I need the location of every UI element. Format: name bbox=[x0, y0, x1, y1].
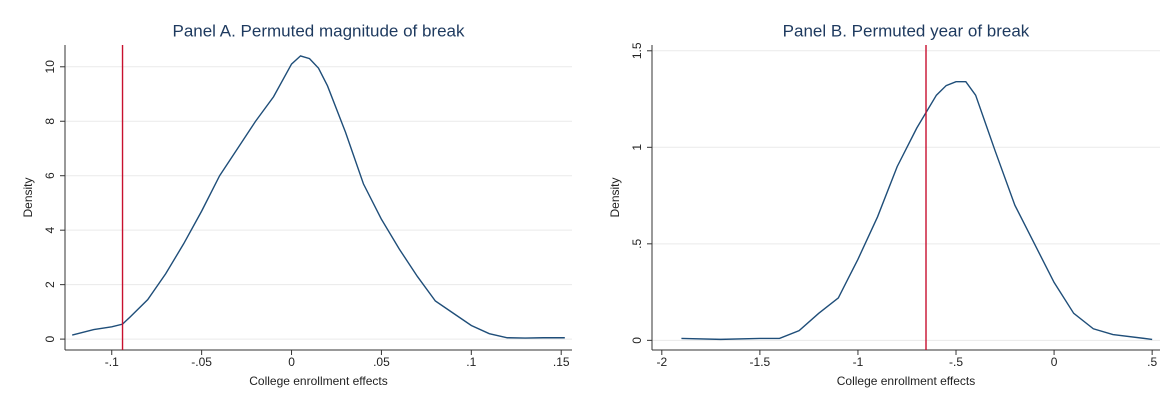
y-tick-label: 10 bbox=[43, 60, 57, 74]
x-tick-label: -.5 bbox=[949, 355, 963, 369]
y-tick-label: 0 bbox=[630, 337, 644, 344]
y-tick-label: 0 bbox=[43, 335, 57, 342]
chart-title: Panel A. Permuted magnitude of break bbox=[172, 21, 465, 40]
y-axis-label: Density bbox=[21, 177, 35, 217]
x-tick-label: -1 bbox=[853, 355, 864, 369]
density-line bbox=[72, 55, 565, 339]
x-tick-label: .15 bbox=[553, 355, 570, 369]
y-tick-label: 4 bbox=[43, 227, 57, 234]
x-tick-label: -.1 bbox=[105, 355, 119, 369]
x-tick-label: -2 bbox=[656, 355, 667, 369]
y-tick-label: 1 bbox=[630, 144, 644, 151]
x-tick-label: .1 bbox=[466, 355, 476, 369]
x-tick-label: 0 bbox=[288, 355, 295, 369]
x-axis-label: College enrollment effects bbox=[837, 374, 976, 388]
x-tick-label: .05 bbox=[373, 355, 390, 369]
x-tick-label: -1.5 bbox=[750, 355, 771, 369]
y-tick-label: 1.5 bbox=[630, 42, 644, 59]
y-tick-label: 2 bbox=[43, 281, 57, 288]
x-tick-label: -.05 bbox=[191, 355, 212, 369]
y-axis-label: Density bbox=[608, 177, 622, 217]
x-axis-label: College enrollment effects bbox=[249, 374, 388, 388]
chart-title: Panel B. Permuted year of break bbox=[783, 21, 1030, 40]
y-tick-label: .5 bbox=[630, 239, 644, 249]
y-tick-label: 6 bbox=[43, 172, 57, 179]
x-tick-label: 0 bbox=[1051, 355, 1058, 369]
y-tick-label: 8 bbox=[43, 118, 57, 125]
x-tick-label: .5 bbox=[1147, 355, 1157, 369]
density-line bbox=[681, 80, 1153, 341]
